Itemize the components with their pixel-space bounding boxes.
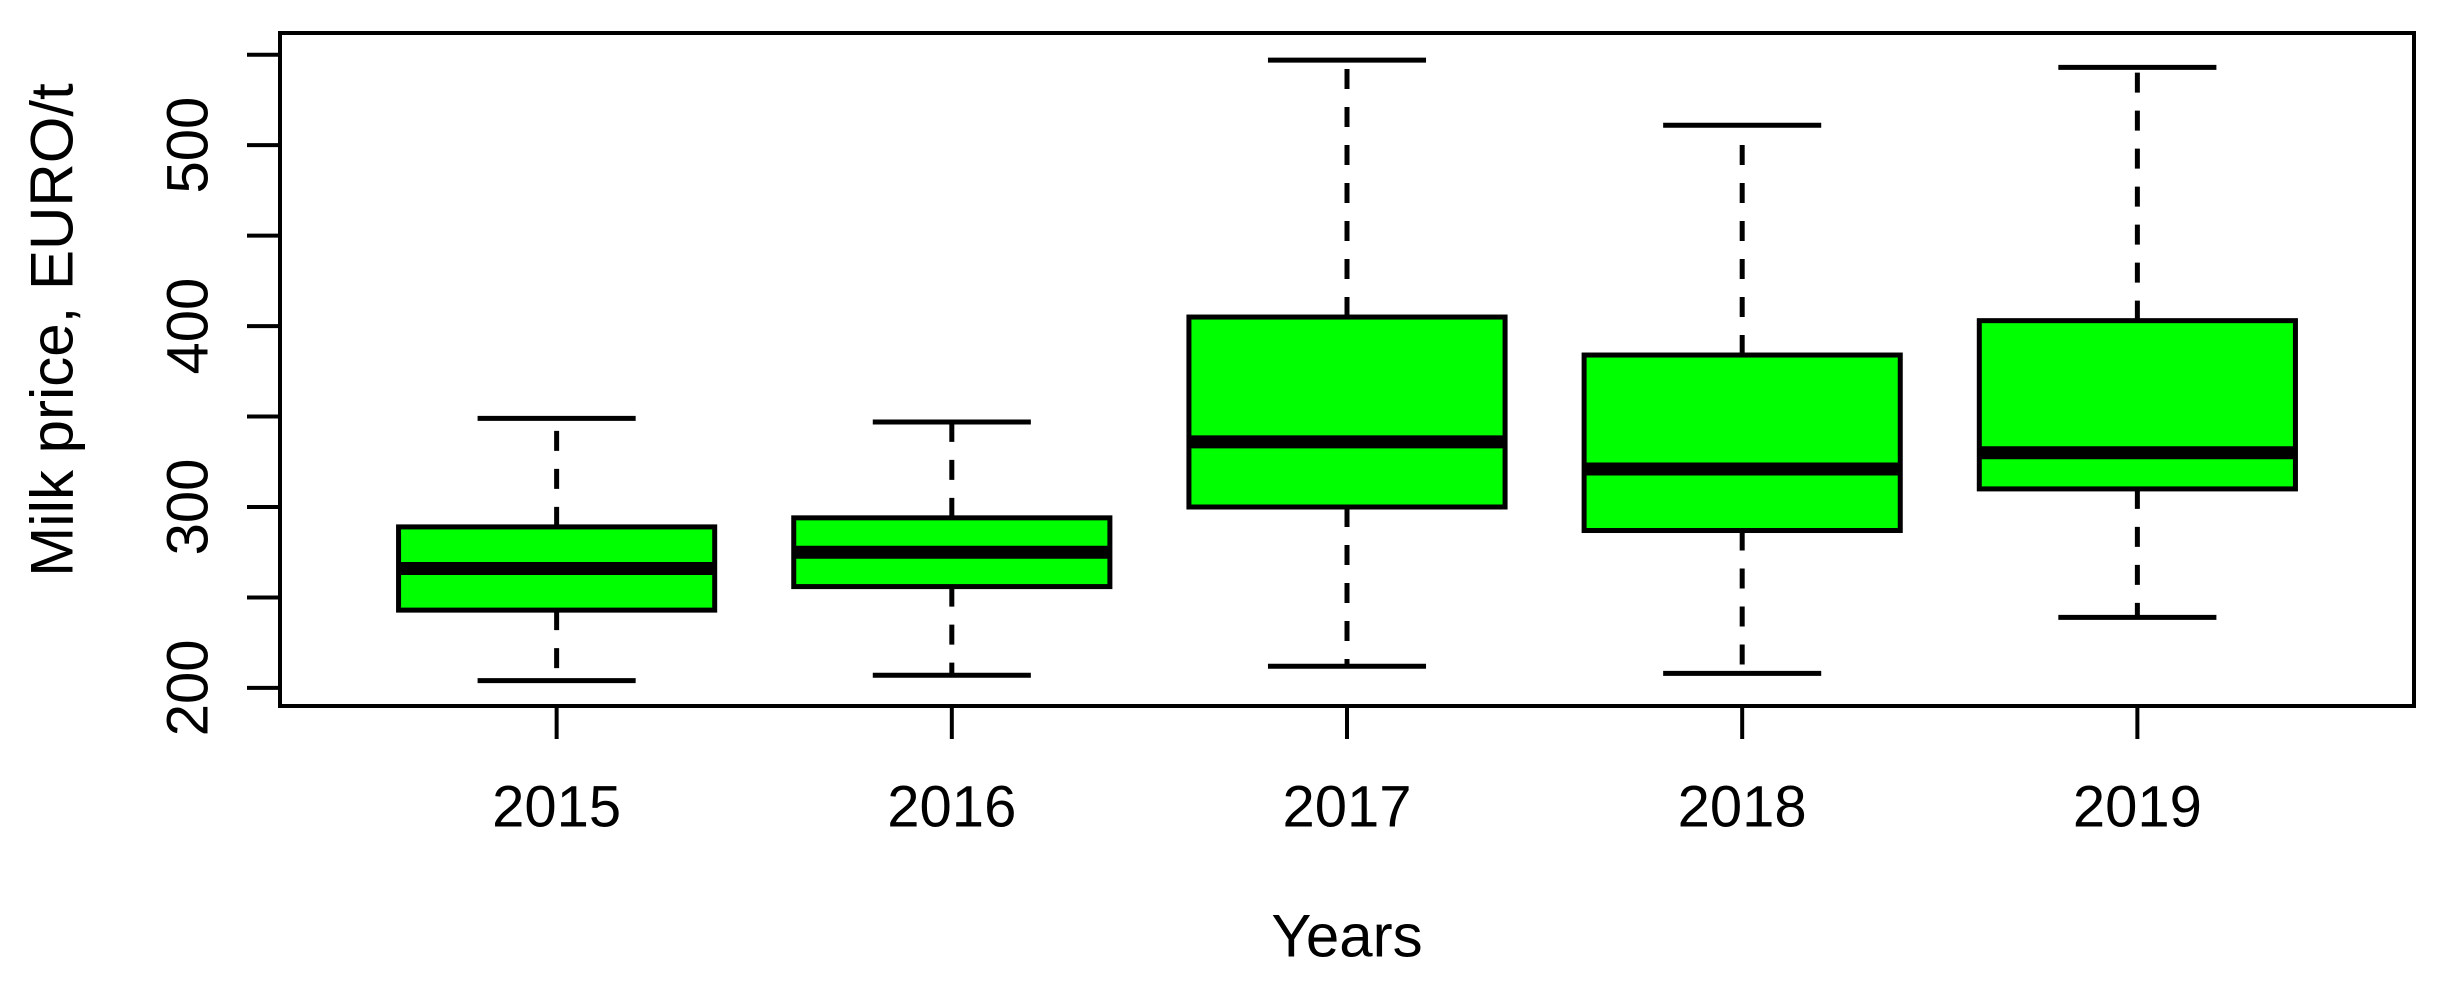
y-tick-label-500: 500 [156,97,221,194]
x-tick-label-2019: 2019 [2073,775,2202,840]
x-tick-label-2017: 2017 [1282,775,1411,840]
iqr-box-2018 [1581,352,1903,534]
iqr-box-2017 [1186,314,1508,510]
iqr-box-2019 [1976,318,2298,492]
x-tick-label-2018: 2018 [1678,775,1807,840]
x-tick-label-2015: 2015 [492,775,621,840]
y-axis-title: Milk price, EURO/t [19,83,86,577]
y-tick-label-200: 200 [156,640,221,737]
y-tick-label-300: 300 [156,459,221,556]
x-tick-label-2016: 2016 [887,775,1016,840]
x-axis-title: Years [1271,903,1422,970]
y-tick-label-400: 400 [156,278,221,375]
